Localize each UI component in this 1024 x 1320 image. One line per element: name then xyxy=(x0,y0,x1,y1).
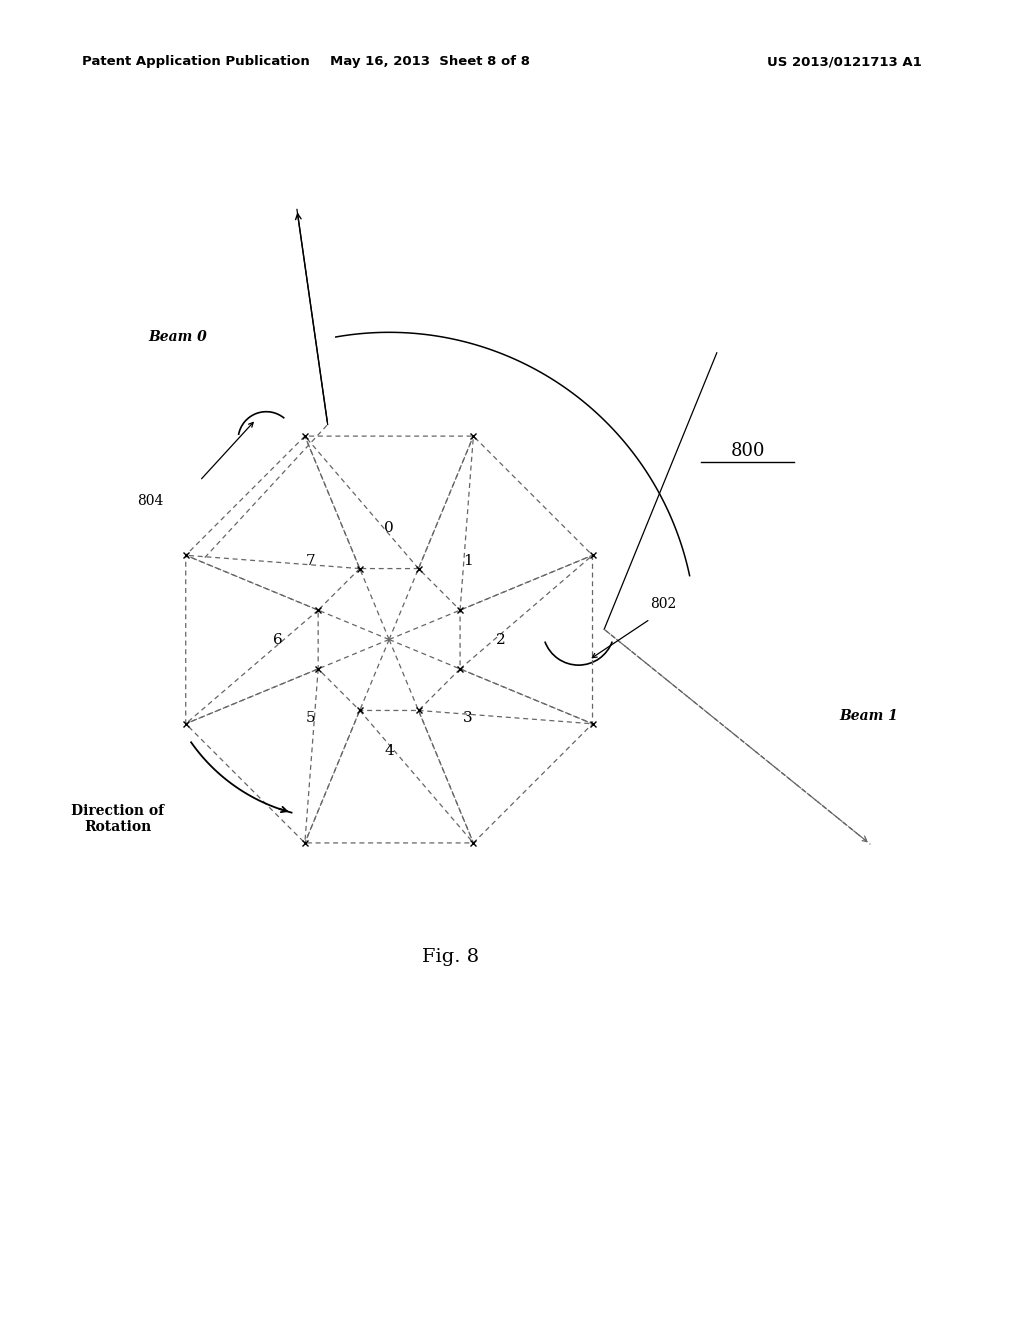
Text: Fig. 8: Fig. 8 xyxy=(422,948,479,966)
Text: 3: 3 xyxy=(463,711,473,725)
Text: US 2013/0121713 A1: US 2013/0121713 A1 xyxy=(767,55,922,69)
Text: Beam 0: Beam 0 xyxy=(148,330,207,345)
Text: 804: 804 xyxy=(137,494,164,508)
Text: Beam 1: Beam 1 xyxy=(840,709,898,723)
Text: 5: 5 xyxy=(305,711,315,725)
Text: 6: 6 xyxy=(272,632,283,647)
Text: 800: 800 xyxy=(730,442,765,461)
Text: 0: 0 xyxy=(384,521,394,535)
Text: Patent Application Publication: Patent Application Publication xyxy=(82,55,309,69)
Text: 4: 4 xyxy=(384,744,394,758)
Text: 1: 1 xyxy=(463,554,473,568)
Text: 7: 7 xyxy=(305,554,315,568)
Text: May 16, 2013  Sheet 8 of 8: May 16, 2013 Sheet 8 of 8 xyxy=(330,55,530,69)
Text: 2: 2 xyxy=(496,632,506,647)
Text: 802: 802 xyxy=(650,597,677,611)
Text: Direction of
Rotation: Direction of Rotation xyxy=(72,804,164,834)
